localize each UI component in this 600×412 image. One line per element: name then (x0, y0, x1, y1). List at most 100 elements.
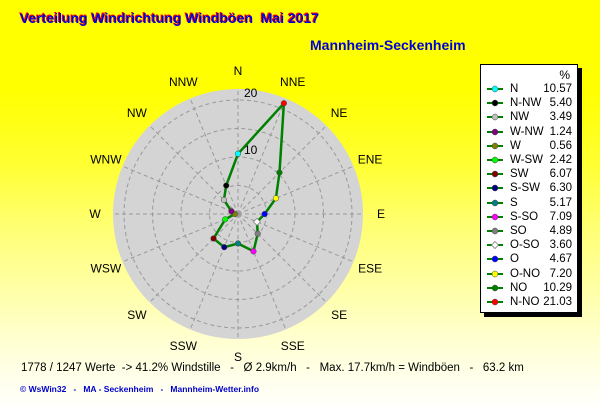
compass-label-S: S (234, 350, 242, 364)
compass-label-W: W (89, 207, 101, 221)
legend-label: NW (510, 111, 530, 124)
legend-value: 0.56 (549, 139, 572, 152)
legend-marker-S-SW-icon (487, 185, 503, 192)
legend-marker-N-NW-icon (487, 100, 503, 107)
legend-row: SO 4.89 (481, 224, 577, 238)
compass-label-NNE: NNE (280, 75, 305, 89)
data-point-N-NO (280, 100, 287, 107)
compass-label-NNW: NNW (169, 75, 198, 89)
legend-value: 6.30 (549, 182, 572, 195)
legend-value: 5.40 (549, 97, 572, 110)
data-point-NO (276, 169, 283, 176)
legend-label: O-NO (510, 267, 541, 280)
compass-label-SSE: SSE (281, 339, 305, 353)
legend: % N 10.57 N-NW 5.40 NW 3.49 W-NW 1.24 W 0.56 W-SW 2… (480, 64, 578, 313)
legend-label: S (510, 196, 518, 209)
compass-label-NE: NE (331, 106, 348, 120)
legend-label: O (510, 253, 519, 266)
legend-value: 7.20 (549, 267, 572, 280)
legend-label: N-NW (510, 97, 542, 110)
legend-label: SO (510, 224, 527, 237)
legend-label: W-SW (510, 154, 544, 167)
legend-marker-S-icon (487, 199, 503, 206)
data-point-N (234, 150, 242, 157)
legend-value: 3.60 (549, 239, 572, 252)
legend-value: 10.29 (543, 281, 572, 294)
compass-label-SSW: SSW (170, 339, 198, 353)
legend-value: 7.09 (549, 210, 572, 223)
legend-marker-W-icon (487, 142, 503, 150)
legend-value: 1.24 (549, 125, 572, 138)
compass-label-WNW: WNW (90, 152, 122, 166)
legend-row: S-SO 7.09 (481, 210, 577, 224)
legend-row: N-NO 21.03 (481, 295, 577, 309)
legend-row: S-SW 6.30 (481, 181, 577, 195)
legend-row: O-SO 3.60 (481, 238, 577, 252)
compass-label-ENE: ENE (358, 152, 383, 166)
page-title: Verteilung Windrichtung Windböen Mai 201… (20, 10, 320, 26)
data-point-S (234, 240, 242, 247)
data-point-W-NW (228, 208, 235, 215)
legend-row: O-NO 7.20 (481, 266, 577, 280)
radial-tick-10: 10 (244, 143, 258, 157)
station-name: Mannheim-Seckenheim (310, 37, 466, 53)
legend-row: NO 10.29 (481, 281, 577, 295)
data-point-NW (220, 196, 227, 203)
data-point-O-NO (272, 195, 279, 202)
legend-label: NO (510, 281, 528, 294)
legend-value: 4.89 (549, 224, 572, 237)
compass-label-E: E (377, 207, 385, 221)
status-line: 1778 / 1247 Werte -> 41.2% Windstille - … (21, 362, 524, 374)
radial-tick-20: 20 (244, 86, 258, 100)
legend-label: W-NW (510, 125, 544, 138)
legend-row: W-NW 1.24 (481, 125, 577, 139)
legend-marker-O-icon (487, 256, 503, 263)
legend-rows: N 10.57 N-NW 5.40 NW 3.49 W-NW 1.24 W 0.56 W-SW 2.4… (481, 82, 577, 309)
legend-row: SW 6.07 (481, 167, 577, 181)
data-point-SO (254, 230, 261, 237)
legend-marker-NW-icon (487, 114, 503, 121)
legend-row: S 5.17 (481, 196, 577, 210)
legend-marker-O-NO-icon (487, 270, 503, 277)
compass-label-ESE: ESE (358, 262, 382, 276)
legend-row: NW 3.49 (481, 110, 577, 124)
legend-marker-O-SO-icon (487, 241, 503, 250)
legend-marker-N-icon (487, 85, 503, 93)
legend-value: 5.17 (549, 196, 572, 209)
legend-label: S-SW (510, 182, 541, 195)
legend-unit-header: % (559, 68, 570, 82)
data-point-S-SO (250, 248, 257, 255)
legend-row: N-NW 5.40 (481, 96, 577, 110)
legend-marker-NO-icon (487, 284, 503, 291)
legend-label: SW (510, 168, 529, 181)
footer-credits: © WsWin32 - MA - Seckenheim - Mannheim-W… (20, 384, 260, 394)
legend-value: 6.07 (549, 168, 572, 181)
legend-label: W (510, 139, 521, 152)
legend-label: O-SO (510, 239, 540, 252)
legend-label: S-SO (510, 210, 539, 223)
legend-value: 10.57 (543, 83, 572, 96)
compass-label-N: N (234, 64, 243, 78)
compass-label-SW: SW (127, 308, 147, 322)
compass-label-NW: NW (127, 106, 148, 120)
legend-row: N 10.57 (481, 82, 577, 96)
legend-marker-W-SW-icon (487, 156, 503, 164)
data-point-O (261, 210, 268, 218)
data-point-W-SW (222, 216, 229, 223)
data-point-SW (210, 235, 217, 242)
data-point-S-SW (221, 244, 228, 251)
data-point-O-SO (252, 217, 262, 226)
legend-value: 2.42 (549, 154, 572, 167)
legend-value: 3.49 (549, 111, 572, 124)
legend-marker-N-NO-icon (487, 298, 503, 306)
compass-label-WSW: WSW (91, 262, 122, 276)
legend-row: W 0.56 (481, 139, 577, 153)
legend-row: O 4.67 (481, 252, 577, 266)
legend-marker-SO-icon (487, 227, 503, 235)
legend-value: 21.03 (543, 295, 572, 308)
legend-row: W-SW 2.42 (481, 153, 577, 167)
legend-value: 4.67 (549, 253, 572, 266)
legend-label: N-NO (510, 295, 540, 308)
data-point-N-NW (223, 182, 230, 189)
